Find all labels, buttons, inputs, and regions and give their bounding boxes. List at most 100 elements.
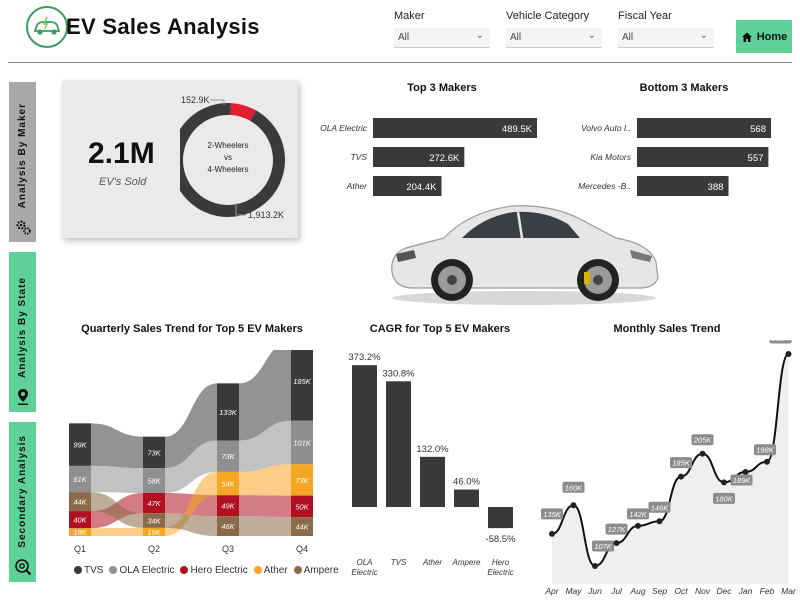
maker-filter[interactable]: Maker All ⌄ — [394, 10, 490, 48]
filter-value: All — [510, 32, 522, 43]
cagr-bar — [420, 456, 445, 507]
ribbon-value-label: 73K — [147, 448, 161, 457]
bar-category-label: Ather — [346, 181, 368, 191]
filter-label: Fiscal Year — [618, 10, 672, 22]
sidebar-item-analysis-by-state[interactable]: Analysis By State — [9, 252, 36, 412]
vehicle-category-filter[interactable]: Vehicle Category All ⌄ — [506, 10, 602, 48]
sidebar-item-analysis-by-maker[interactable]: Analysis By Maker — [9, 82, 36, 242]
quarterly-trend-chart: 99K 73K 133K 185K 61K 58K 73K 101K 40K 47K 49K 50K 1… — [69, 350, 313, 554]
bottom-makers-title: Bottom 3 Makers — [639, 82, 729, 94]
ribbon-value-label: 101K — [293, 438, 312, 447]
kpi-value: 2.1M — [88, 137, 155, 170]
quarter-tick-label: Q2 — [148, 544, 160, 554]
monthly-line — [551, 353, 790, 567]
ribbon-segment — [143, 527, 165, 536]
ribbon-value-label: 133K — [219, 408, 238, 417]
donut-slice-4-wheelers — [229, 103, 257, 121]
monthly-value-label: 189K — [733, 476, 752, 485]
legend-swatch — [293, 566, 302, 574]
monthly-value-badge — [754, 444, 776, 456]
monthly-value-badge — [713, 492, 735, 504]
filter-value: All — [398, 32, 410, 43]
ribbon-value-label: 73K — [221, 452, 235, 461]
bar-category-label: Mercedes -B.. — [578, 181, 631, 191]
ribbon-hero-electric — [239, 495, 291, 518]
sidebar-item-label: Analysis By State — [17, 277, 28, 378]
bar-value-label: 204.4K — [406, 182, 437, 193]
monthly-value-badge — [730, 474, 753, 486]
monthly-point — [764, 458, 770, 465]
monthly-value-badge — [605, 523, 628, 535]
ribbon-segment — [69, 528, 91, 536]
sidebar-item-label: Analysis By Maker — [17, 102, 28, 208]
ribbon-ola-electric — [239, 420, 291, 472]
month-tick-label: Jul — [610, 586, 623, 596]
monthly-point — [656, 518, 663, 525]
ribbon-value-label: 73K — [295, 476, 309, 485]
kpi-label: EV's Sold — [99, 176, 147, 188]
monthly-value-label: 107K — [594, 542, 613, 551]
monthly-point — [570, 502, 577, 509]
fiscal-year-select[interactable]: All ⌄ — [618, 28, 714, 48]
bar-category-label: Volvo Auto I.. — [581, 123, 631, 133]
donut-slice-2-wheelers — [180, 103, 285, 217]
ribbon-segment — [291, 495, 313, 518]
bar — [637, 147, 769, 167]
cagr-category-label: Ampere — [451, 558, 481, 567]
monthly-value-label: 198K — [756, 446, 775, 455]
ribbon-value-label: 99K — [73, 441, 87, 450]
monthly-value-badge — [648, 501, 671, 513]
cagr-category-label: Electric — [351, 568, 377, 577]
ribbon-ola-electric — [165, 440, 217, 493]
ribbon-ather — [165, 471, 217, 536]
sidebar-item-secondary-analysis[interactable]: Secondary Analysis — [9, 422, 36, 582]
cagr-bar — [454, 489, 479, 507]
donut-center-label: 4-Wheelers — [208, 165, 249, 174]
sidebar-item-label: Secondary Analysis — [17, 435, 28, 548]
monthly-value-label: 135K — [543, 510, 562, 519]
ribbon-segment — [217, 383, 239, 441]
magnifier-icon — [14, 559, 31, 576]
quarter-tick-label: Q4 — [296, 544, 308, 554]
bar-value-label: 388 — [708, 182, 724, 193]
ribbon-value-label: 19K — [147, 528, 161, 537]
ribbon-value-label: 61K — [73, 475, 87, 484]
bottom-makers-chart: Volvo Auto I.. 568 Kia Motors 557 Mercedes -… — [578, 118, 771, 196]
bar-value-label: 568 — [750, 124, 766, 135]
quarter-tick-label: Q3 — [222, 544, 234, 554]
home-button[interactable]: Home — [736, 20, 792, 53]
monthly-point — [678, 473, 684, 480]
chevron-down-icon: ⌄ — [587, 30, 596, 41]
ribbon-tvs — [239, 350, 291, 441]
month-tick-label: Jun — [587, 586, 602, 596]
legend-label: Ampere — [303, 565, 339, 576]
donut-slice-label: 152.9K — [181, 95, 210, 105]
monthly-value-label: 127K — [608, 525, 627, 534]
fiscal-year-filter[interactable]: Fiscal Year All ⌄ — [618, 10, 714, 48]
ribbon-ather — [239, 464, 291, 496]
ribbon-segment — [217, 516, 239, 536]
ribbon-value-label: 58K — [147, 477, 161, 486]
monthly-point — [635, 522, 641, 529]
monthly-point — [785, 351, 792, 357]
monthly-value-label: 142K — [629, 510, 648, 519]
ribbon-ather — [91, 527, 143, 536]
ribbon-ampere — [91, 492, 143, 528]
ribbon-segment — [69, 492, 91, 512]
month-tick-label: Jan — [738, 586, 753, 596]
monthly-value-badge — [562, 481, 585, 493]
ribbon-segment — [143, 493, 165, 514]
vehicle-category-select[interactable]: All ⌄ — [506, 28, 602, 48]
header-divider — [8, 62, 792, 63]
bar — [373, 118, 537, 138]
ribbon-value-label: 40K — [73, 516, 87, 525]
legend-label: OLA Electric — [119, 565, 175, 576]
app-title: EV Sales Analysis — [66, 14, 260, 39]
ribbon-segment — [291, 420, 313, 465]
bar-value-label: 489.5K — [502, 124, 533, 135]
cagr-category-label: Hero — [492, 558, 510, 567]
bar-value-label: 557 — [748, 153, 764, 164]
donut-center-label: 2-Wheelers — [208, 141, 249, 150]
maker-select[interactable]: All ⌄ — [394, 28, 490, 48]
legend-item: Ampere — [293, 565, 339, 576]
